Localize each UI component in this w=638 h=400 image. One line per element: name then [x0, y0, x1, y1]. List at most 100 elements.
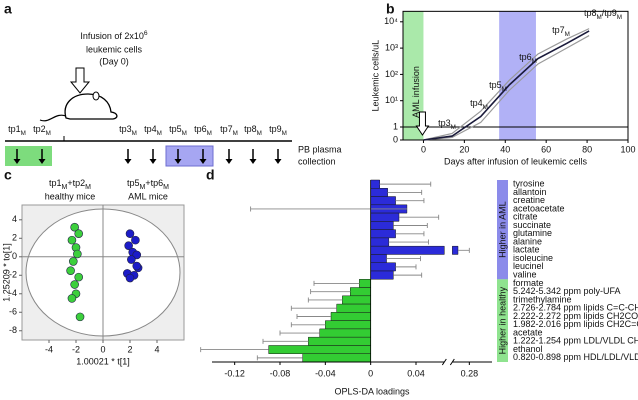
timepoint-annotation-part: M	[483, 104, 488, 111]
timepoint-label: tp1M	[8, 124, 26, 136]
collection-arrow-head	[274, 159, 282, 164]
timepoint-label-part: M	[46, 130, 51, 137]
group-header-part: M	[85, 184, 91, 191]
timepoint-label-part: M	[282, 130, 287, 137]
collection-arrow-head	[225, 159, 233, 164]
y-axis-title: Leukemic cells/uL	[370, 40, 380, 112]
arrow-label: AML infusion	[411, 66, 421, 118]
collection-arrow-head	[249, 159, 257, 164]
x-tick-label: 2	[127, 344, 132, 354]
category-label: ethanol	[513, 344, 543, 354]
point	[125, 229, 135, 238]
bar	[325, 320, 371, 330]
category-label: alanine	[513, 236, 542, 246]
group-header-part: tp1	[49, 178, 62, 188]
timepoint-label-part: tp3	[119, 124, 132, 134]
error-bar	[388, 239, 429, 245]
timepoint-annotation-part: M	[617, 14, 622, 21]
x-tick-label: 80	[582, 144, 592, 154]
x-tick-label: -0.12	[224, 368, 245, 378]
point	[67, 235, 77, 245]
infusion-label-part: Infusion of 2x10	[80, 31, 144, 41]
point	[70, 222, 79, 232]
error-bar	[200, 347, 269, 353]
shaded-band	[403, 11, 424, 140]
category-label: 2.726-2.784 ppm lipids C=C-CH2-C=C	[513, 303, 638, 313]
x-tick-label: -0.08	[270, 368, 291, 378]
x-tick-label: 0	[100, 344, 105, 354]
point	[124, 241, 133, 250]
error-bar	[395, 231, 425, 237]
collection-label: PB plasma	[298, 144, 342, 154]
x-tick-label: -2	[72, 344, 80, 354]
error-bar	[256, 355, 303, 361]
category-label: 0.820-0.898 ppm HDL/LDL/VLDL CH3	[513, 352, 638, 362]
timepoint-annotation: tp5M	[489, 80, 507, 92]
category-label: succinate	[513, 220, 551, 230]
category-label: trimethylamine	[513, 294, 572, 304]
category-label: acetoacetate	[513, 203, 565, 213]
group-header-part: M	[140, 184, 146, 191]
timepoint-label-part: tp4	[144, 124, 157, 134]
timepoint-annotation-part: tp7	[552, 25, 565, 35]
collection-arrow-head	[13, 159, 21, 164]
y-tick-label: -2	[9, 270, 17, 280]
timepoint-label-part: tp2	[33, 124, 46, 134]
timepoint-annotation-part: M	[451, 124, 456, 131]
bar	[302, 353, 371, 363]
infusion-arrow	[69, 67, 91, 94]
timeline	[5, 67, 292, 167]
bar	[370, 188, 388, 197]
timepoint-annotation: tp6M	[519, 52, 537, 64]
series-line	[423, 30, 590, 141]
category-label: citrate	[513, 212, 538, 222]
error-bar	[313, 280, 360, 286]
infusion-label: leukemic cells	[86, 44, 143, 54]
timepoint-annotation-part: M	[597, 14, 602, 21]
collection-arrow-head	[199, 159, 207, 164]
error-bar	[290, 322, 326, 328]
error-bar	[387, 189, 423, 195]
bar	[370, 245, 459, 255]
category-label: formate	[513, 278, 544, 288]
category-label: 2.222-2.272 ppm lipids CH2CO	[513, 311, 638, 321]
panel-label: b	[386, 1, 395, 17]
group-header-part: +tp2	[67, 178, 85, 188]
timepoint-label-part: tp9	[269, 124, 282, 134]
group-header: tp5M+tp6M	[127, 178, 169, 190]
timepoint-label: tp9M	[269, 124, 287, 136]
x-tick-label: 20	[459, 144, 469, 154]
y-tick-label: 10²	[385, 69, 398, 79]
aml-window	[165, 145, 214, 167]
error-bar	[250, 206, 407, 212]
healthy-window	[5, 146, 52, 166]
group-label: Higher in healthy	[497, 286, 507, 354]
error-bar	[393, 223, 428, 228]
panel-label: a	[4, 1, 12, 17]
y-tick-label: 4	[12, 214, 17, 224]
mouse-tail	[39, 114, 67, 122]
collection-arrow-head	[149, 159, 157, 164]
timepoint-label-part: M	[207, 130, 212, 137]
timepoint-label-part: M	[21, 130, 26, 137]
point	[73, 249, 82, 259]
timepoint-label: tp8M	[244, 124, 262, 136]
error-bar	[262, 338, 309, 344]
x-axis-title: Days after infusion of leukemic cells	[444, 156, 588, 166]
bar	[308, 336, 371, 346]
bar	[342, 295, 371, 305]
error-bar	[395, 198, 425, 204]
y-tick-label: -8	[9, 325, 17, 335]
panel-label: d	[206, 167, 215, 183]
infusion-arrow	[415, 111, 430, 136]
category-label: leucinel	[513, 261, 544, 271]
panel-label: c	[4, 167, 12, 183]
error-bar	[393, 272, 423, 278]
y-tick-label: 0	[393, 134, 398, 144]
timepoint-annotation-part: tp3	[438, 118, 451, 128]
shaded-band	[499, 11, 536, 140]
mouse	[64, 93, 118, 120]
y-tick-label: -4	[9, 288, 17, 298]
timepoint-annotation-part: M	[532, 58, 537, 65]
